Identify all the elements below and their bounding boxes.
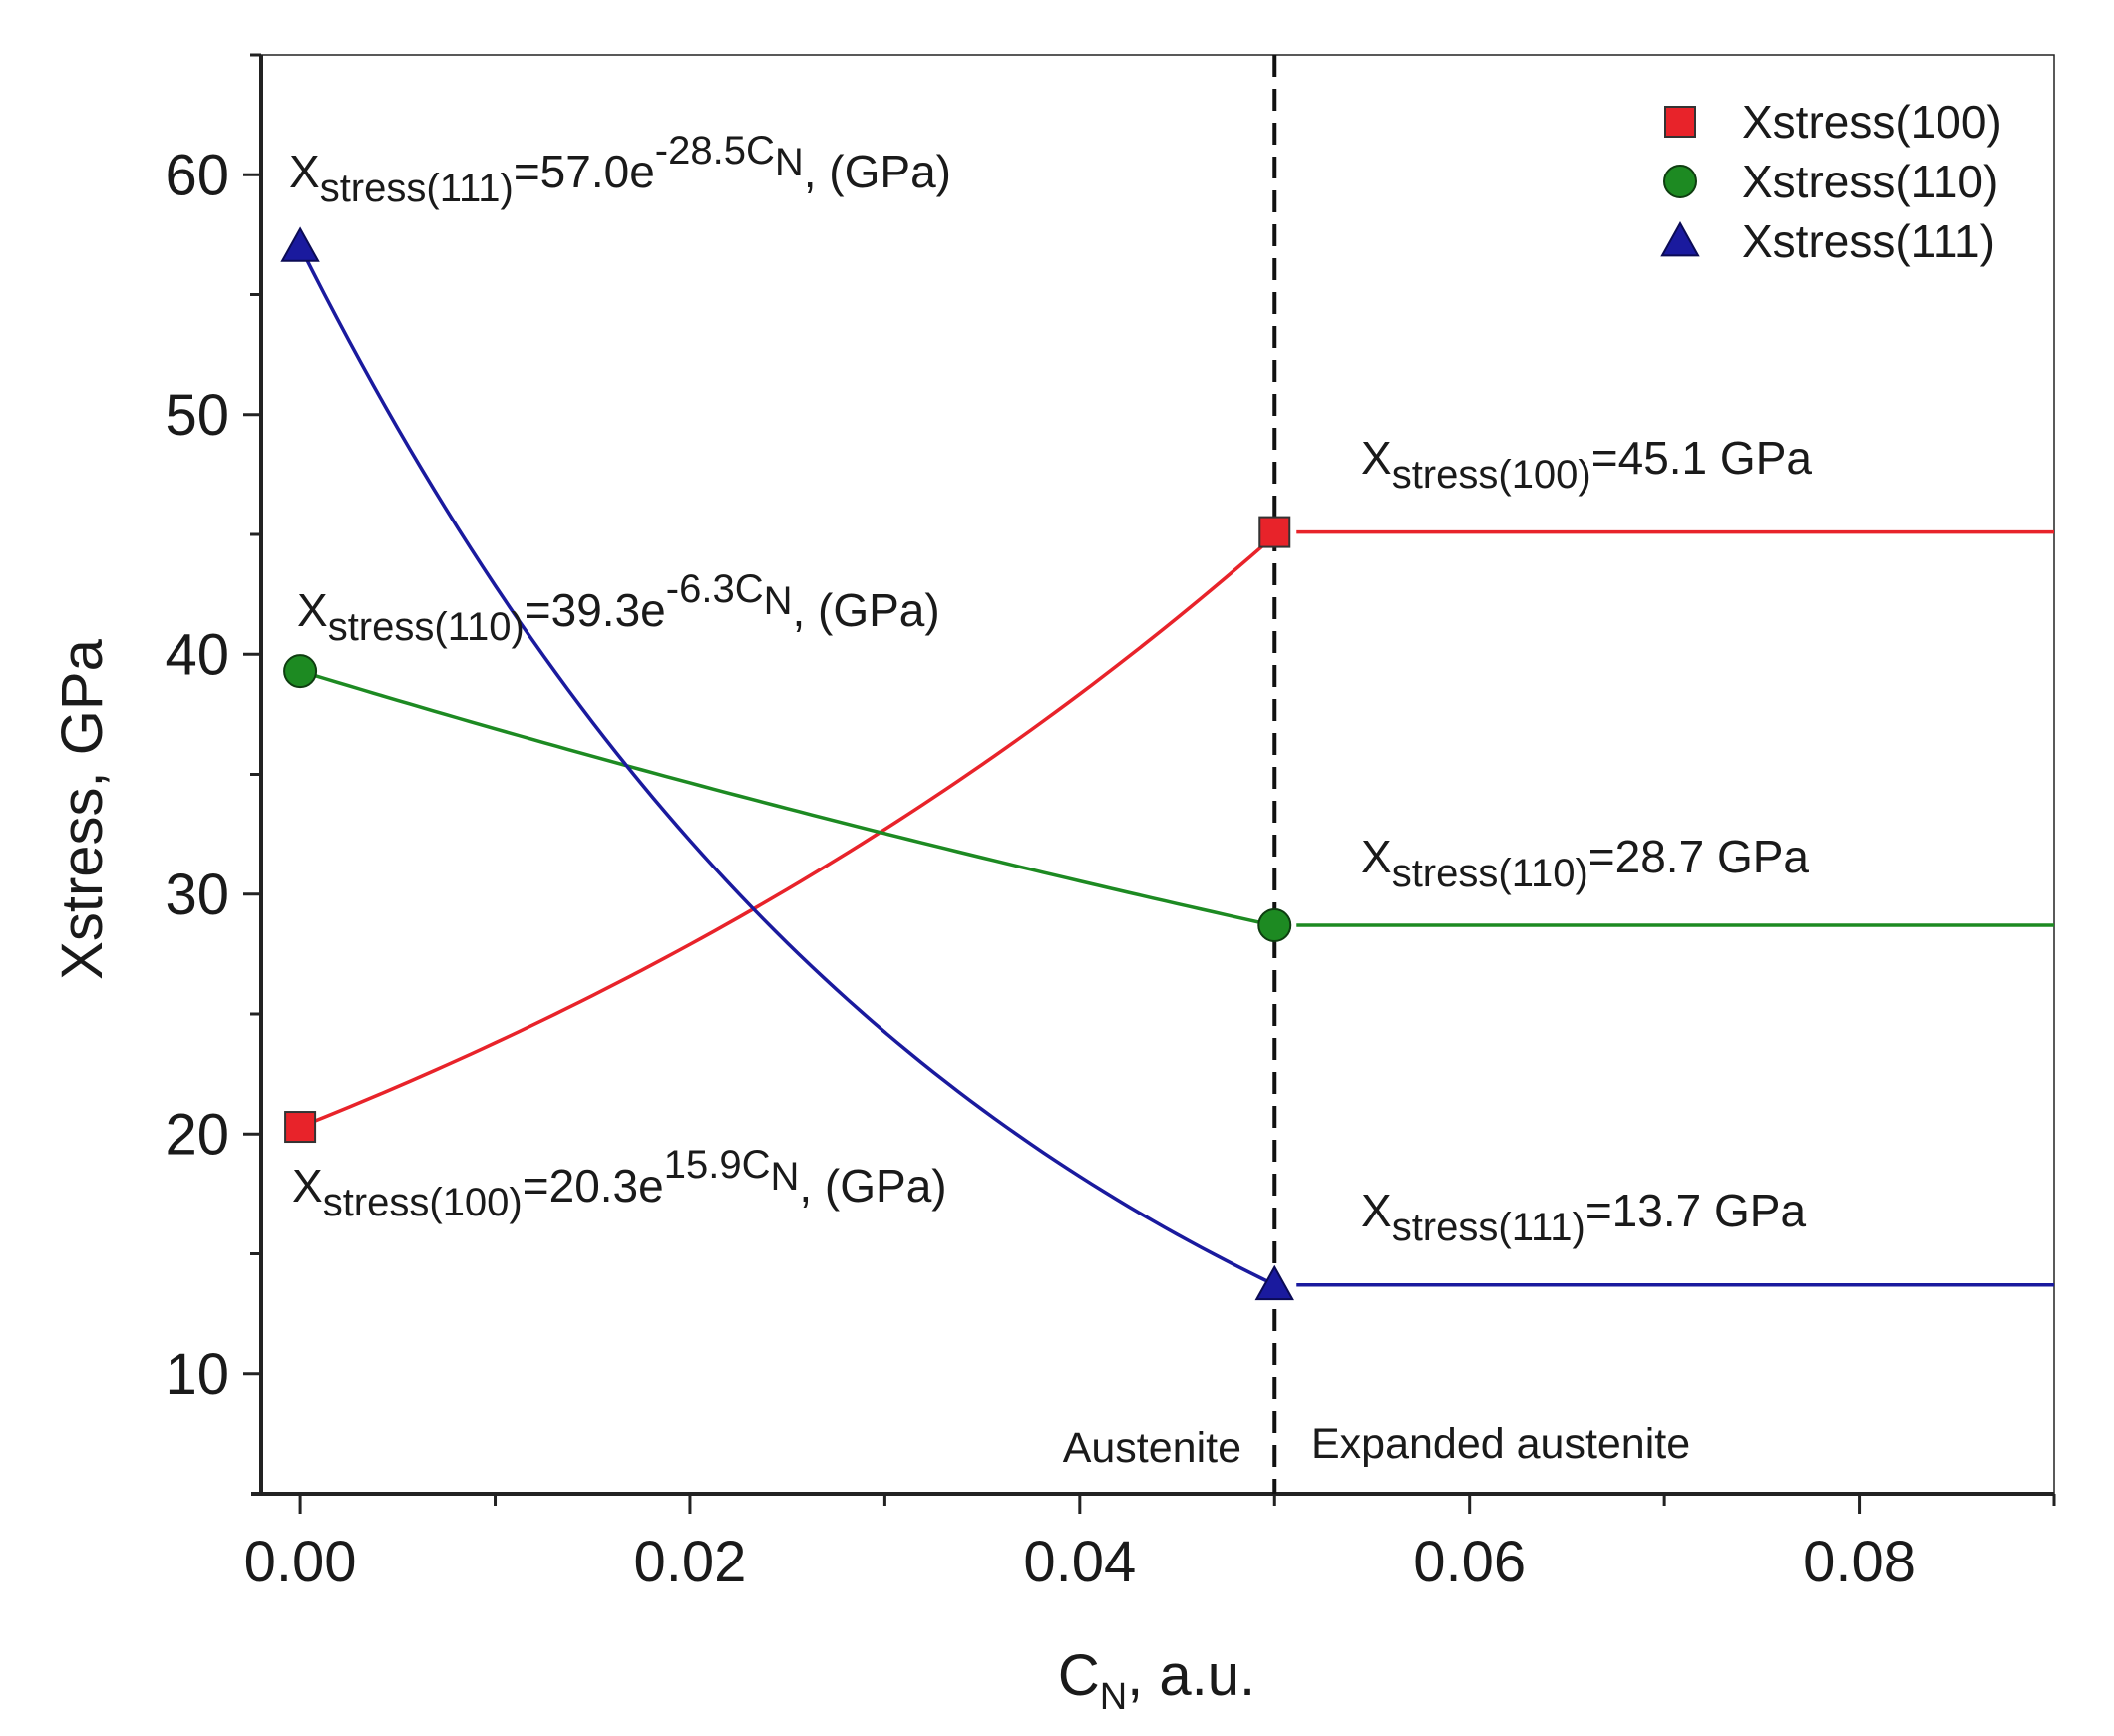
legend-label: Xstress(110) bbox=[1742, 156, 1998, 207]
fit-curve-circle bbox=[299, 669, 1275, 928]
data-point-square bbox=[1258, 516, 1291, 548]
value-label-111: Xstress(111)=13.7 GPa bbox=[1361, 1185, 1806, 1249]
plot-frame bbox=[260, 54, 2055, 1495]
fit-curve-square bbox=[299, 533, 1276, 1129]
legend-marker-triangle bbox=[1660, 220, 1700, 257]
data-point-triangle bbox=[280, 226, 320, 262]
x-tick-label: 0.04 bbox=[1023, 1530, 1136, 1594]
legend-marker-circle bbox=[1663, 165, 1697, 198]
equation-110: Xstress(110)=39.3e-6.3CN, (GPa) bbox=[297, 567, 940, 649]
data-point-circle bbox=[1257, 908, 1292, 943]
y-tick-label: 10 bbox=[165, 1342, 229, 1407]
fit-curves bbox=[298, 245, 1276, 1287]
x-tick-label: 0.06 bbox=[1413, 1530, 1526, 1594]
fit-curve-triangle bbox=[298, 245, 1276, 1287]
y-tick-label: 60 bbox=[165, 143, 229, 207]
tick-labels: 0.00 0.02 0.04 0.06 0.08 10 20 30 40 50 60 bbox=[165, 143, 1916, 1594]
x-tick-label: 0.08 bbox=[1803, 1530, 1916, 1594]
y-tick-label: 20 bbox=[165, 1102, 229, 1167]
legend-marker-square bbox=[1664, 106, 1696, 138]
data-point-triangle bbox=[1254, 1264, 1294, 1301]
equation-111: Xstress(111)=57.0e-28.5CN, (GPa) bbox=[289, 129, 951, 210]
data-point-circle bbox=[283, 654, 318, 689]
value-label-110: Xstress(110)=28.7 GPa bbox=[1361, 831, 1809, 895]
region-label-austenite: Austenite bbox=[1063, 1424, 1241, 1472]
region-label-expanded-austenite: Expanded austenite bbox=[1311, 1420, 1690, 1468]
legend-label: Xstress(111) bbox=[1742, 215, 1995, 267]
legend: Xstress(100) Xstress(110) Xstress(111) bbox=[1660, 96, 2002, 267]
x-tick-label: 0.00 bbox=[244, 1530, 357, 1594]
legend-label: Xstress(100) bbox=[1742, 96, 2002, 148]
y-axis-title: Xstress, GPa bbox=[50, 638, 115, 979]
data-point-square bbox=[284, 1111, 317, 1144]
axis-ticks bbox=[243, 53, 2056, 1514]
y-tick-label: 30 bbox=[165, 863, 229, 927]
value-label-100: Xstress(100)=45.1 GPa bbox=[1361, 432, 1812, 497]
equation-100: Xstress(100)=20.3e15.9CN, (GPa) bbox=[292, 1143, 947, 1224]
x-axis-title: CN, a.u. bbox=[1058, 1643, 1255, 1718]
data-markers bbox=[280, 226, 1294, 1301]
y-tick-label: 40 bbox=[165, 622, 229, 687]
y-tick-label: 50 bbox=[165, 383, 229, 448]
plateau-lines bbox=[1296, 529, 2054, 1287]
x-tick-label: 0.02 bbox=[634, 1530, 747, 1594]
